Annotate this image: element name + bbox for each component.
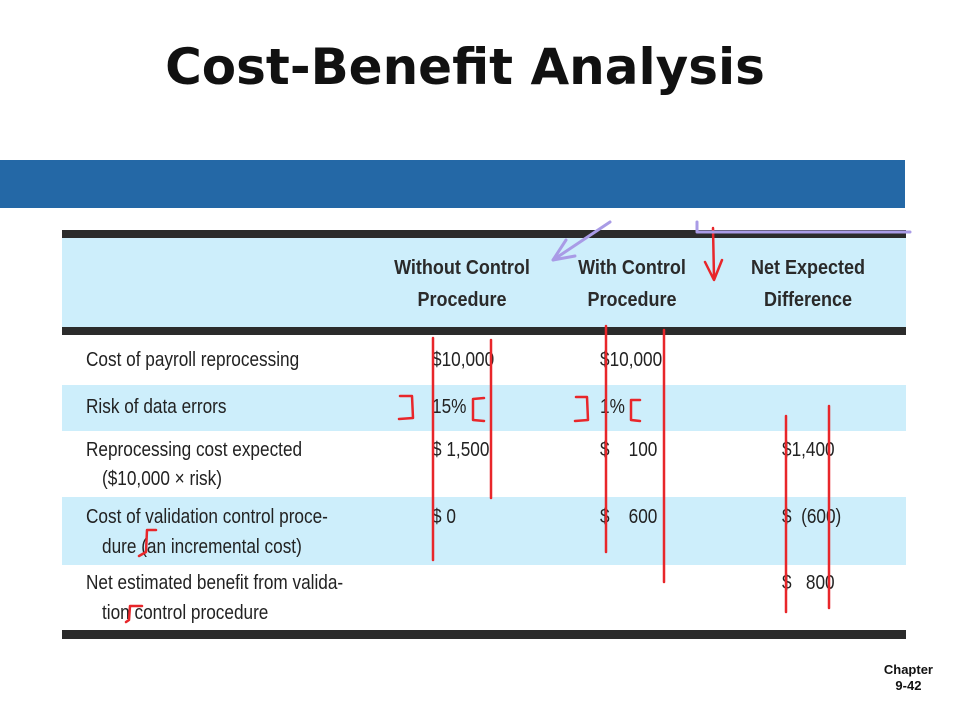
row-label: Net estimated benefit from valida- xyxy=(86,572,344,594)
chapter-text: Chapter xyxy=(883,662,933,677)
row-net-value: $1,400 xyxy=(782,439,835,461)
row-net-value: $ 800 xyxy=(782,572,835,594)
row-label-line2: ($10,000 × risk) xyxy=(102,468,222,490)
row-without-value: $ 1,500 xyxy=(432,439,490,461)
blue-banner xyxy=(0,160,905,208)
table-row: Cost of validation control proce- dure (… xyxy=(62,497,906,565)
header-without-line1: Without Control xyxy=(394,257,530,279)
row-with-value: $ 600 xyxy=(600,506,658,528)
row-label-line2: tion control procedure xyxy=(102,602,269,624)
row-label: Cost of validation control proce- xyxy=(86,506,328,528)
row-with-value: $ 100 xyxy=(600,439,658,461)
row-with-value: 1% xyxy=(600,396,625,418)
row-label: Reprocessing cost expected xyxy=(86,439,303,461)
table-row: Cost of payroll reprocessing $10,000 $10… xyxy=(62,335,906,385)
table-row: Reprocessing cost expected ($10,000 × ri… xyxy=(62,431,906,497)
header-without-control: Without Control Procedure xyxy=(390,252,534,316)
header-with-line1: With Control xyxy=(578,257,686,279)
header-with-control: With Control Procedure xyxy=(560,252,704,316)
row-without-value: $10,000 xyxy=(432,349,495,371)
cost-benefit-table: Without Control Procedure With Control P… xyxy=(62,230,906,640)
row-label-line2: dure (an incremental cost) xyxy=(102,536,302,558)
row-label: Risk of data errors xyxy=(86,396,227,418)
chapter-label: Chapter 9-42 xyxy=(884,662,933,694)
row-without-value: 15% xyxy=(432,396,467,418)
header-without-line2: Procedure xyxy=(417,289,507,311)
chapter-number: 9-42 xyxy=(895,678,922,693)
slide-title: Cost-Benefit Analysis xyxy=(165,38,765,96)
table-row: Risk of data errors 15% 1% xyxy=(62,385,906,431)
table-bottom-rule xyxy=(62,630,906,639)
row-with-value: $10,000 xyxy=(600,349,663,371)
row-label: Cost of payroll reprocessing xyxy=(86,349,300,371)
header-net-expected: Net Expected Difference xyxy=(736,252,880,316)
table-header-rule xyxy=(62,327,906,335)
row-net-value: $ (600) xyxy=(782,506,842,528)
table-row: Net estimated benefit from valida- tion … xyxy=(62,565,906,630)
table-header xyxy=(62,238,906,327)
header-net-line2: Difference xyxy=(763,289,853,311)
header-net-line1: Net Expected xyxy=(750,257,866,279)
header-with-line2: Procedure xyxy=(587,289,677,311)
row-without-value: $ 0 xyxy=(432,506,456,528)
table-top-rule xyxy=(62,230,906,238)
